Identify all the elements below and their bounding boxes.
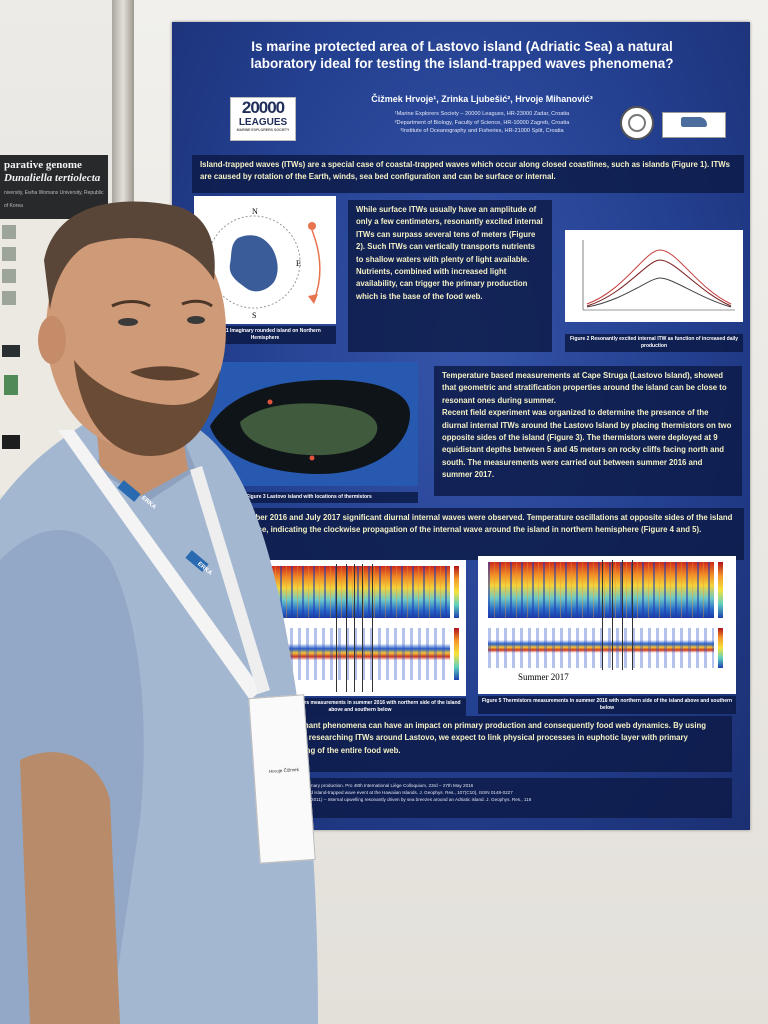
curve-red: [586, 249, 732, 305]
neighbour-poster-thumb: [2, 225, 16, 239]
left-poster-board: [0, 0, 118, 1024]
intro-box: Island-trapped waves (ITWs) are a specia…: [192, 155, 744, 193]
temperature-text-1: Temperature based measurements at Cape S…: [442, 371, 727, 405]
neighbour-poster-thumb: [2, 291, 16, 305]
figure-5-year-label: Summer 2017: [518, 672, 569, 682]
thermistor-north-dot: [267, 399, 273, 405]
reference-3: … H. Luder, H. Mihanović, M. Pasarić, an…: [200, 797, 532, 802]
island-shape: [229, 235, 278, 292]
marker-line: [346, 564, 347, 692]
figure-5-thermistor-heatmap: Summer 2017: [478, 556, 736, 694]
marker-line: [612, 560, 613, 670]
heatmap-south-2017: [488, 628, 714, 668]
temperature-text-box: Temperature based measurements at Cape S…: [434, 366, 742, 496]
university-seal-icon: [620, 106, 654, 140]
neighbour-poster-species: Dunaliella tertiolecta: [4, 172, 101, 184]
figure-1-island-diagram: N E S: [194, 196, 336, 324]
poster-title: Is marine protected area of Lastovo isla…: [192, 38, 732, 72]
results-text-box: During September 2016 and July 2017 sign…: [192, 508, 744, 560]
compass-e-label: E: [296, 259, 301, 268]
figure-3-satellite-map: Google Earth: [200, 362, 418, 486]
neighbour-poster-title: parative genome: [4, 159, 82, 171]
neighbour-poster: parative genome Dunaliella tertiolecta n…: [0, 155, 108, 495]
marker-line: [372, 564, 373, 692]
island-diagram-svg: N E S: [207, 207, 321, 320]
marker-line: [362, 564, 363, 692]
compass-n-label: N: [252, 207, 258, 216]
figure-2-resonance-plot: [565, 230, 743, 322]
colorbar-bottom: [718, 628, 723, 668]
figure-5-caption: Figure 5 Thermistors measurements in sum…: [478, 696, 736, 714]
affiliation-1: ¹Marine Explorers Society – 20000 League…: [394, 111, 570, 117]
logo-number: 20000: [241, 98, 285, 117]
institute-logo-icon: [662, 112, 726, 138]
logo-word: LEAGUES: [238, 117, 288, 128]
reference-1: … contribution of coastal-trapped intern…: [200, 783, 474, 788]
neighbour-poster-thumb: [2, 435, 20, 449]
heatmap-north-2017: [488, 562, 714, 618]
neighbour-poster-affiliation: niversity, Ewha Womans University, Repub…: [4, 190, 104, 209]
figure-2-caption: Figure 2 Resonantly excited internal ITW…: [565, 334, 743, 352]
curve-dark-red: [586, 259, 732, 307]
satellite-map-svg: Google Earth: [200, 362, 418, 486]
poster-affiliations: ¹Marine Explorers Society – 20000 League…: [322, 110, 642, 136]
poster-title-line-1: Is marine protected area of Lastovo isla…: [251, 39, 673, 54]
neighbour-poster-header: parative genome Dunaliella tertiolecta n…: [0, 155, 108, 219]
compass-s-label: S: [252, 311, 256, 320]
board-pole: [112, 0, 134, 1024]
poster-title-line-2: laboratory ideal for testing the island-…: [250, 56, 674, 71]
figure-4-thermistor-heatmap: 2016: [254, 560, 466, 696]
arrow-head-icon: [308, 294, 318, 304]
marker-line: [336, 564, 337, 692]
colorbar-bottom: [454, 628, 459, 680]
temperature-text-2: Recent field experiment was organized to…: [442, 408, 732, 480]
marker-line: [354, 564, 355, 692]
marker-line: [622, 560, 623, 670]
logo-subtitle: MARINE EXPLORERS SOCIETY: [236, 128, 290, 132]
google-earth-watermark: Google Earth: [206, 476, 236, 482]
wave-start-dot: [308, 222, 316, 230]
neighbour-poster-thumb: [2, 269, 16, 283]
resonance-plot-svg: [582, 240, 735, 311]
thermistor-south-dot: [309, 455, 315, 461]
reference-2: … (2001) – Numerical simulations of a st…: [200, 790, 513, 795]
marker-line: [602, 560, 603, 670]
colorbar-top: [454, 566, 459, 618]
middle-text-box: While surface ITWs usually have an ampli…: [348, 200, 552, 352]
colorbar-top: [718, 562, 723, 618]
twenty-thousand-leagues-logo: 20000 LEAGUES MARINE EXPLORERS SOCIETY: [230, 97, 296, 141]
neighbour-poster-thumb: [2, 345, 20, 357]
figure-1-caption: Figure 1 Imaginary rounded island on Nor…: [194, 326, 336, 344]
neighbour-poster-chart: [4, 375, 18, 395]
figure-3-caption: Figure 3 Lastovo island with locations o…: [200, 492, 418, 503]
clockwise-arrow-icon: [311, 229, 321, 301]
curve-grey: [586, 277, 732, 308]
poster-authors: Čižmek Hrvoje¹, Zrinka Ljubešić², Hrvoje…: [371, 94, 593, 104]
marker-line: [632, 560, 633, 670]
neighbour-poster-thumb: [2, 247, 16, 261]
affiliation-3: ³Institute of Oceanography and Fisheries…: [400, 128, 564, 134]
name-badge: [248, 694, 316, 864]
figure-4-year-label: 2016: [260, 678, 278, 688]
affiliation-2: ²Department of Biology, Faculty of Scien…: [394, 119, 570, 126]
